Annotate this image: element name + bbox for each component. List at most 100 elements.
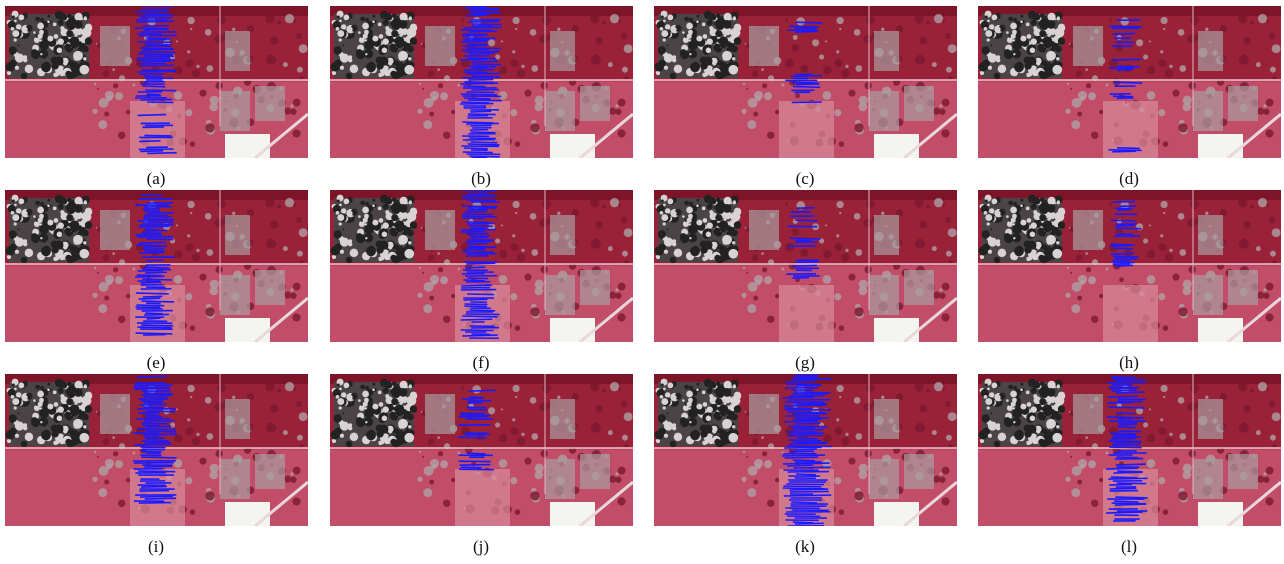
annotation-stroke	[464, 98, 491, 99]
annotation-stroke	[1115, 225, 1134, 226]
annotation-stroke	[1117, 66, 1140, 67]
annotation-stroke	[145, 272, 167, 273]
annotation-stroke	[145, 431, 176, 432]
annotation-stroke	[135, 444, 172, 445]
annotation-stroke	[460, 103, 493, 104]
annotation-stroke	[468, 6, 487, 7]
annotation-stroke	[792, 278, 809, 279]
annotation-stroke	[465, 15, 486, 16]
panel-caption: (e)	[147, 353, 166, 372]
annotation-stroke	[144, 246, 167, 247]
annotation-stroke	[793, 86, 820, 87]
annotation-stroke	[790, 491, 829, 492]
annotation-stroke	[1116, 464, 1146, 465]
annotation-stroke	[460, 413, 484, 414]
annotation-stroke	[469, 138, 496, 139]
annotation-stroke	[785, 457, 819, 458]
annotation-stroke	[462, 216, 497, 217]
annotation-stroke	[140, 151, 163, 152]
annotation-stroke	[782, 397, 814, 398]
annotation-stroke	[143, 434, 176, 435]
panel-caption: (h)	[1119, 353, 1139, 372]
annotation-stroke	[136, 305, 164, 306]
annotation-stroke	[463, 280, 484, 281]
annotation-stroke	[138, 220, 174, 221]
annotation-stroke	[1117, 69, 1133, 70]
panel-caption: (d)	[1119, 169, 1139, 188]
annotation-stroke	[795, 220, 818, 221]
annotation-stroke	[1116, 265, 1134, 266]
annotation-stroke	[1107, 417, 1144, 418]
annotation-stroke	[144, 29, 168, 30]
annotation-stroke	[467, 58, 496, 59]
annotation-stroke	[1111, 477, 1138, 478]
annotation-stroke	[462, 206, 497, 207]
annotation-stroke	[1111, 438, 1136, 439]
annotation-stroke	[459, 469, 494, 470]
image-panel	[978, 374, 1281, 526]
annotation-stroke	[468, 243, 488, 244]
annotation-stroke	[469, 397, 484, 398]
panel-caption: (f)	[473, 353, 490, 372]
annotation-stroke	[458, 437, 486, 438]
panel-caption: (k)	[795, 537, 815, 556]
annotation-stroke	[790, 238, 821, 239]
annotation-stroke	[138, 471, 175, 472]
annotation-stroke	[1110, 433, 1136, 434]
annotation-stroke	[146, 453, 161, 454]
annotation-stroke	[1110, 26, 1142, 27]
image-panel	[978, 6, 1281, 158]
annotation-stroke	[144, 314, 169, 315]
annotation-stroke	[461, 319, 493, 320]
annotation-stroke	[462, 77, 493, 78]
annotation-stroke	[461, 467, 481, 468]
annotation-stroke	[1114, 82, 1142, 83]
annotation-stroke	[784, 486, 822, 487]
annotation-stroke	[471, 237, 488, 238]
annotation-stroke	[796, 474, 816, 475]
annotation-stroke	[1115, 504, 1146, 505]
annotation-stroke	[143, 397, 168, 398]
annotation-stroke	[465, 241, 492, 242]
annotation-stroke	[1107, 382, 1147, 383]
annotation-stroke	[141, 457, 177, 458]
annotation-stroke	[462, 34, 488, 35]
annotation-stroke	[147, 318, 161, 319]
image-panel	[330, 190, 633, 342]
figure: (a)(b)(c)(d)(e)(f)(g)(h)(i)(j)(k)(l)	[0, 0, 1284, 564]
annotation-stroke	[1116, 457, 1138, 458]
annotation-stroke	[1111, 377, 1135, 378]
annotation-stroke	[145, 267, 170, 268]
annotation-stroke	[143, 222, 174, 223]
annotation-stroke	[465, 51, 499, 52]
annotation-stroke	[784, 408, 812, 409]
annotation-stroke	[1106, 468, 1137, 469]
annotation-stroke	[462, 190, 497, 191]
annotation-stroke	[787, 446, 832, 447]
annotation-stroke	[1106, 512, 1143, 513]
annotation-stroke	[471, 142, 497, 143]
panel-caption: (g)	[795, 353, 815, 372]
annotation-stroke	[1114, 248, 1132, 249]
annotation-stroke	[793, 419, 822, 420]
annotation-stroke	[140, 404, 167, 405]
annotation-stroke	[1111, 220, 1135, 221]
annotation-stroke	[467, 294, 494, 295]
annotation-stroke	[146, 303, 161, 304]
annotation-stroke	[147, 153, 176, 154]
annotation-stroke	[141, 301, 174, 302]
annotation-stroke	[1110, 488, 1136, 489]
annotation-stroke	[139, 242, 166, 243]
annotation-stroke	[787, 465, 813, 466]
annotation-stroke	[467, 407, 488, 408]
annotation-stroke	[142, 269, 171, 270]
annotation-stroke	[460, 83, 498, 84]
annotation-stroke	[141, 195, 162, 196]
annotation-stroke	[142, 449, 165, 450]
annotation-stroke	[143, 296, 163, 297]
annotation-stroke	[1117, 209, 1131, 210]
annotation-stroke	[138, 429, 176, 430]
image-panel	[654, 374, 957, 526]
annotation-stroke	[138, 54, 173, 55]
annotation-stroke	[467, 402, 482, 403]
